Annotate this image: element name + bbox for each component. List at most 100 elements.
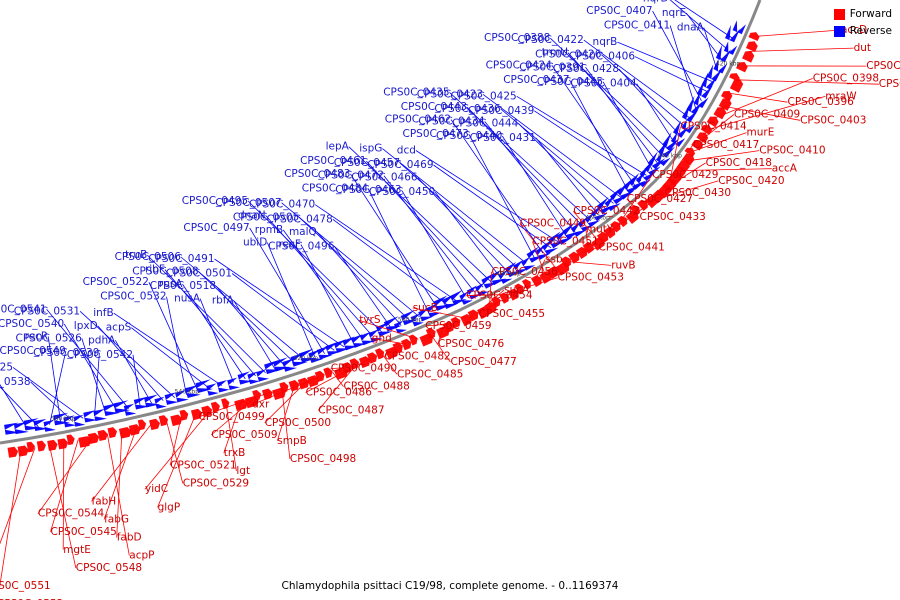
forward-gene-feature[interactable] — [745, 39, 759, 53]
reverse-gene-feature[interactable] — [73, 414, 86, 427]
forward-gene-feature[interactable] — [158, 414, 170, 427]
forward-gene-label-cps0c-0417[interactable]: CPS0C_0417 — [693, 139, 759, 151]
forward-gene-label-cps0c-0499[interactable]: CPS0C_0499 — [199, 411, 265, 423]
reverse-gene-feature[interactable] — [351, 334, 367, 348]
reverse-gene-feature[interactable] — [498, 269, 513, 284]
forward-gene-feature[interactable] — [87, 432, 100, 445]
reverse-gene-label-cps0c-0508[interactable]: CPS0C_0508 — [132, 266, 198, 278]
forward-gene-label-cps0c-0442[interactable]: CPS0C_0442 — [573, 205, 639, 217]
forward-gene-feature[interactable] — [341, 361, 353, 374]
reverse-gene-feature[interactable] — [426, 303, 442, 318]
forward-gene-feature[interactable] — [97, 429, 109, 441]
reverse-gene-label-ribf[interactable]: ribF — [145, 264, 165, 276]
forward-gene-feature[interactable] — [546, 265, 562, 280]
reverse-gene-label-pdha[interactable]: pdhA — [88, 334, 116, 346]
reverse-gene-label-nusa[interactable]: nusA — [174, 293, 201, 305]
forward-gene-feature[interactable] — [179, 409, 189, 421]
forward-gene-feature[interactable] — [66, 434, 75, 446]
reverse-gene-label-cps0c-0484[interactable]: CPS0C_0484 — [302, 182, 369, 194]
forward-gene-feature[interactable] — [691, 138, 704, 151]
reverse-gene-feature[interactable] — [93, 408, 107, 422]
reverse-gene-feature[interactable] — [644, 159, 661, 176]
forward-gene-feature[interactable] — [374, 347, 386, 360]
reverse-gene-feature[interactable] — [154, 396, 167, 409]
reverse-gene-label-cps0c-0472[interactable]: CPS0C_0472 — [318, 170, 384, 182]
forward-gene-label-mure[interactable]: murE — [747, 127, 775, 139]
forward-gene-feature[interactable] — [568, 250, 582, 264]
reverse-gene-label-cps0c-0450[interactable]: CPS0C_0450 — [369, 186, 435, 198]
forward-gene-label-cps0c-0453[interactable]: CPS0C_0453 — [558, 272, 624, 284]
forward-gene-feature[interactable] — [467, 308, 481, 322]
forward-gene-feature[interactable] — [234, 398, 249, 412]
reverse-gene-feature[interactable] — [33, 418, 49, 432]
forward-gene-label-cps0c-0430[interactable]: CPS0C_0430 — [665, 187, 731, 199]
forward-gene-feature[interactable] — [729, 77, 745, 93]
reverse-gene-feature[interactable] — [596, 196, 615, 215]
forward-gene-feature[interactable] — [408, 333, 420, 346]
forward-gene-feature[interactable] — [610, 219, 623, 233]
forward-gene-label-trxb[interactable]: trxB — [224, 447, 246, 459]
reverse-gene-feature[interactable] — [534, 244, 551, 260]
forward-gene-label-cps0c-0454[interactable]: CPS0C_0454 — [466, 290, 533, 302]
forward-gene-feature[interactable] — [78, 436, 92, 448]
forward-gene-label-cps0c-0396[interactable]: CPS0C_0396 — [788, 96, 855, 108]
reverse-gene-feature[interactable] — [237, 371, 253, 385]
forward-gene-label-ssb[interactable]: ssb — [545, 254, 563, 266]
reverse-gene-label-cps0c-0423[interactable]: CPS0C_0423 — [417, 88, 483, 100]
reverse-gene-feature[interactable] — [442, 294, 459, 309]
reverse-gene-label-cps0c-0388[interactable]: CPS0C_0388 — [484, 32, 550, 44]
forward-gene-label-fabd[interactable]: fabD — [117, 532, 142, 544]
reverse-gene-label-cps0c-0425[interactable]: CPS0C_0425 — [450, 90, 516, 102]
reverse-gene-feature[interactable] — [609, 187, 628, 205]
forward-gene-label-cps0c-0441[interactable]: CPS0C_0441 — [599, 241, 665, 253]
reverse-gene-feature[interactable] — [185, 384, 201, 398]
reverse-gene-label-cps0c-0422[interactable]: CPS0C_0422 — [517, 34, 583, 46]
forward-gene-label-cps0c-0395[interactable]: CPS0C_0395 — [879, 78, 900, 90]
reverse-gene-feature[interactable] — [670, 132, 686, 147]
reverse-gene-feature[interactable] — [43, 420, 56, 432]
reverse-gene-feature[interactable] — [635, 172, 651, 188]
forward-gene-feature[interactable] — [521, 277, 533, 290]
reverse-gene-feature[interactable] — [584, 212, 601, 228]
reverse-gene-label-ubid[interactable]: ubiD — [243, 237, 267, 249]
reverse-gene-feature[interactable] — [701, 71, 718, 90]
reverse-gene-feature[interactable] — [504, 262, 522, 278]
reverse-gene-label-cps0c-0495[interactable]: CPS0C_0495 — [182, 195, 248, 207]
forward-gene-feature[interactable] — [582, 240, 597, 254]
reverse-gene-label-cps0c-0435[interactable]: CPS0C_0435 — [383, 86, 449, 98]
reverse-gene-feature[interactable] — [577, 216, 594, 232]
reverse-gene-label-cps0c-0478[interactable]: CPS0C_0478 — [266, 213, 332, 225]
forward-gene-label-accd[interactable]: accD — [841, 24, 867, 36]
reverse-gene-label-recf[interactable]: recF — [279, 238, 301, 250]
reverse-gene-feature[interactable] — [723, 41, 738, 55]
forward-gene-label-cps0c-0490[interactable]: CPS0C_0490 — [331, 363, 397, 375]
forward-gene-label-cps0c-0500[interactable]: CPS0C_0500 — [265, 417, 331, 429]
forward-gene-label-cps0c-0521[interactable]: CPS0C_0521 — [170, 459, 236, 471]
reverse-gene-feature[interactable] — [400, 310, 419, 326]
reverse-gene-feature[interactable] — [555, 228, 573, 245]
forward-gene-feature[interactable] — [7, 446, 19, 458]
forward-gene-label-cps0c-0433[interactable]: CPS0C_0433 — [640, 211, 706, 223]
forward-gene-label-cps0c-0398[interactable]: CPS0C_0398 — [813, 72, 879, 84]
reverse-gene-label-cps0c-0457[interactable]: CPS0C_0457 — [334, 157, 400, 169]
forward-gene-label-sucb[interactable]: sucB — [413, 302, 438, 314]
reverse-gene-label-trmu[interactable]: trmU — [542, 47, 568, 59]
reverse-gene-feature[interactable] — [681, 104, 699, 123]
forward-gene-feature[interactable] — [36, 440, 47, 452]
forward-gene-label-acpp[interactable]: acpP — [129, 550, 154, 562]
forward-gene-feature[interactable] — [748, 30, 761, 42]
reverse-gene-feature[interactable] — [662, 132, 680, 151]
reverse-gene-label-dnaa[interactable]: dnaA — [677, 22, 705, 34]
forward-gene-label-cps0c-0449[interactable]: CPS0C_0449 — [520, 218, 586, 230]
reverse-gene-feature[interactable] — [410, 313, 424, 327]
forward-gene-feature[interactable] — [323, 366, 334, 379]
reverse-gene-label-cps0c-0539[interactable]: CPS0C_0539 — [33, 347, 99, 359]
forward-gene-label-cps0c-0509[interactable]: CPS0C_0509 — [211, 429, 277, 441]
reverse-gene-feature[interactable] — [113, 400, 131, 414]
reverse-gene-feature[interactable] — [474, 282, 489, 297]
reverse-gene-feature[interactable] — [648, 151, 666, 170]
forward-gene-label-smpb[interactable]: smpB — [277, 435, 307, 447]
reverse-gene-feature[interactable] — [459, 291, 473, 305]
reverse-gene-feature[interactable] — [418, 307, 434, 322]
reverse-gene-label-cps0c-0505[interactable]: CPS0C_0505 — [233, 211, 299, 223]
